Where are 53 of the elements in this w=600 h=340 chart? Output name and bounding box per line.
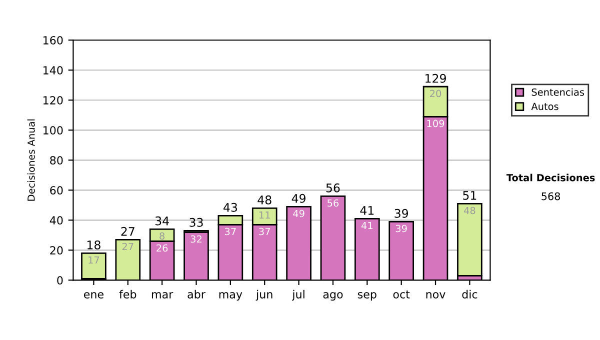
y-tick-label: 0 bbox=[57, 276, 63, 285]
x-tick-label: jun bbox=[256, 290, 272, 301]
data-label: 37 bbox=[224, 228, 236, 236]
data-label: 49 bbox=[293, 210, 304, 218]
y-tick-label: 60 bbox=[50, 186, 63, 195]
total-label: 56 bbox=[326, 183, 340, 192]
total-label: 48 bbox=[258, 195, 272, 204]
y-tick-label: 100 bbox=[43, 126, 63, 135]
total-label: 41 bbox=[360, 206, 374, 215]
y-axis-title: Decisiones Anual bbox=[27, 119, 35, 201]
total-label: 43 bbox=[223, 202, 237, 212]
total-label: 39 bbox=[394, 208, 408, 218]
y-tick-label: 20 bbox=[50, 246, 63, 255]
data-label: 17 bbox=[88, 256, 100, 264]
data-label: 37 bbox=[259, 228, 270, 236]
x-tick-label: sep bbox=[358, 292, 376, 301]
text: Total Decisiones bbox=[506, 174, 595, 182]
total-label: 34 bbox=[155, 216, 169, 226]
total-label: 129 bbox=[426, 74, 446, 83]
total-label: 18 bbox=[87, 240, 100, 250]
y-tick-label: 80 bbox=[50, 156, 63, 165]
x-tick-label: dic bbox=[462, 290, 478, 298]
total-label: 51 bbox=[463, 191, 476, 200]
data-label: 41 bbox=[361, 222, 372, 230]
total-label: 33 bbox=[190, 218, 203, 227]
data-label: 26 bbox=[156, 244, 168, 252]
x-tick-label: jul bbox=[292, 290, 304, 301]
x-tick-label: may bbox=[219, 292, 242, 301]
data-label: 39 bbox=[396, 224, 407, 232]
data-label: 8 bbox=[160, 232, 164, 240]
x-tick-label: ago bbox=[323, 292, 343, 301]
x-tick-label: feb bbox=[119, 290, 136, 298]
total-label: 27 bbox=[121, 226, 134, 236]
data-label: 56 bbox=[328, 199, 339, 207]
y-tick-label: 120 bbox=[43, 96, 63, 105]
y-tick-label: 40 bbox=[50, 216, 63, 225]
legend-label: Autos bbox=[531, 102, 558, 110]
data-label: 32 bbox=[190, 235, 202, 243]
y-tick-label: 160 bbox=[43, 36, 63, 44]
legend-label: Sentencias bbox=[532, 88, 584, 96]
x-tick-label: nov bbox=[426, 292, 446, 298]
text: 568 bbox=[542, 192, 560, 200]
total-label: 49 bbox=[292, 194, 306, 203]
y-tick-label: 140 bbox=[43, 66, 63, 75]
data-label: 20 bbox=[430, 90, 442, 98]
x-tick-label: mar bbox=[152, 292, 174, 298]
data-label: 109 bbox=[427, 120, 444, 128]
data-label: 27 bbox=[122, 242, 134, 250]
x-tick-label: oct bbox=[393, 290, 410, 298]
data-label: 48 bbox=[464, 206, 476, 214]
x-tick-label: abr bbox=[188, 290, 206, 298]
x-tick-label: ene bbox=[84, 292, 104, 298]
data-label: 11 bbox=[259, 211, 270, 219]
